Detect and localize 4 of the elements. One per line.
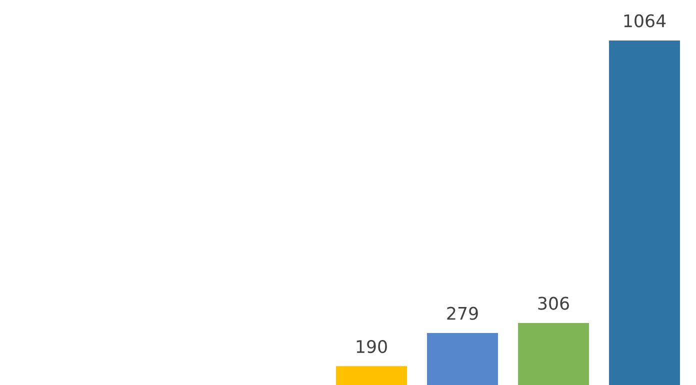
data-label: 306 xyxy=(538,296,569,310)
data-label: 190 xyxy=(356,340,387,354)
data-label: 279 xyxy=(447,306,478,320)
data-label: 1064 xyxy=(624,14,666,28)
